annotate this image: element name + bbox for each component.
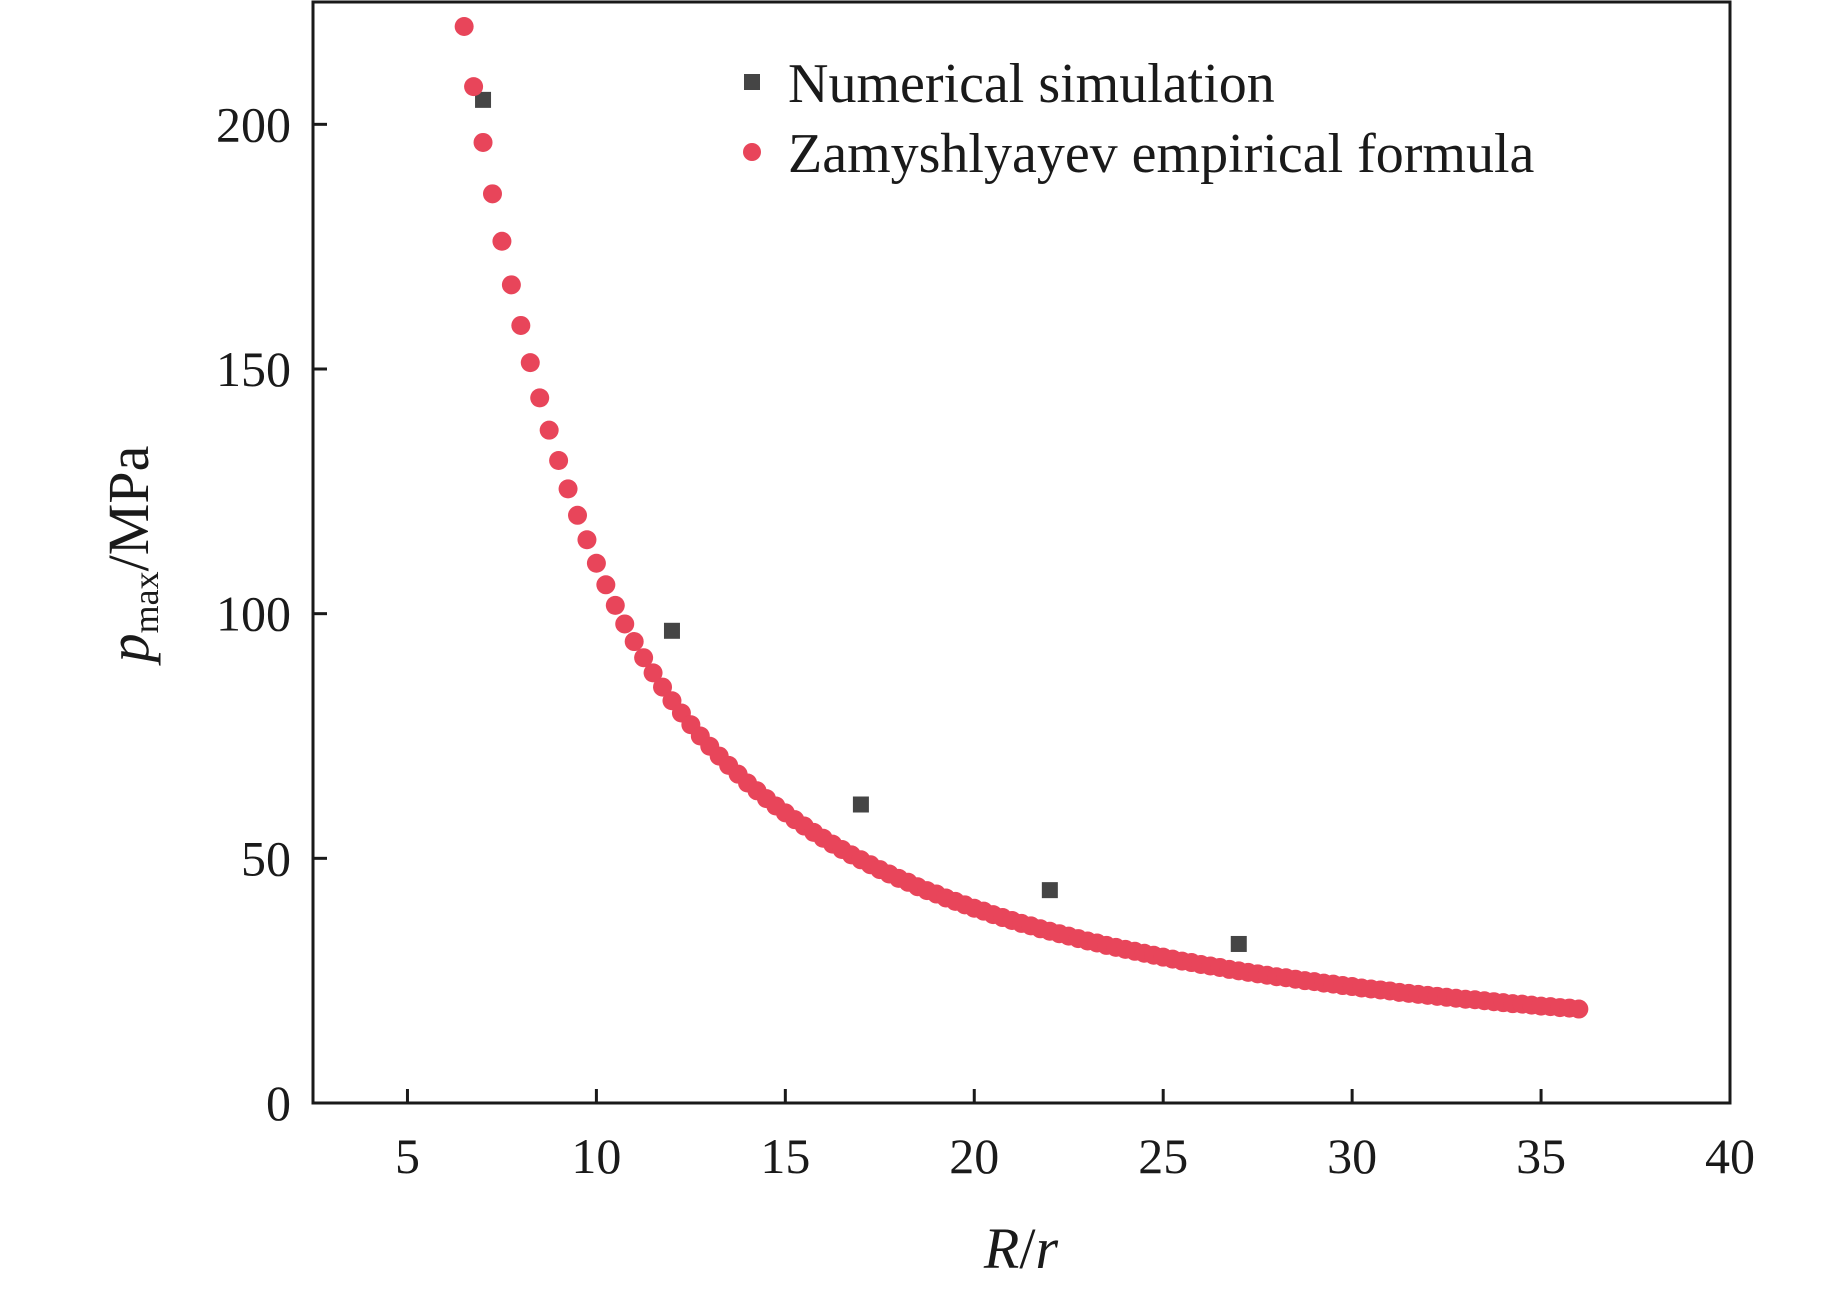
x-tick-label: 10	[571, 1128, 621, 1184]
legend-marker-numerical-simulation	[744, 74, 760, 90]
empirical-formula-point	[549, 451, 569, 471]
x-axis-ticks: 5 10 15 20 25 30 35 40	[395, 1089, 1755, 1184]
empirical-formula-point	[605, 595, 625, 615]
x-tick-label: 40	[1705, 1128, 1755, 1184]
empirical-formula-point	[520, 353, 540, 373]
empirical-formula-point	[482, 184, 502, 204]
numerical-simulation-point	[1230, 935, 1247, 952]
y-tick-label: 0	[266, 1075, 291, 1131]
empirical-formula-point	[615, 614, 635, 634]
legend-label-zamyshlyayev-empirical-formula: Zamyshlyayev empirical formula	[788, 123, 1535, 185]
x-tick-label: 35	[1516, 1128, 1566, 1184]
plot-frame	[311, 0, 1732, 1105]
x-axis-label: R/r	[983, 1216, 1059, 1281]
empirical-formula-point	[586, 553, 606, 573]
empirical-formula-point	[454, 16, 474, 36]
numerical-simulation-point	[663, 622, 680, 639]
empirical-formula-point	[643, 663, 663, 683]
empirical-formula-point	[501, 275, 521, 295]
empirical-formula-point	[530, 388, 550, 408]
empirical-formula-point	[511, 315, 531, 335]
y-tick-label: 200	[216, 96, 291, 152]
x-tick-label: 25	[1138, 1128, 1188, 1184]
x-tick-label: 20	[949, 1128, 999, 1184]
empirical-formula-point	[558, 479, 578, 499]
numerical-simulation-point	[475, 91, 492, 108]
empirical-formula-point	[568, 505, 588, 525]
empirical-formula-point	[634, 648, 654, 668]
empirical-formula-point	[653, 677, 673, 697]
y-axis-label: pmax/MPa	[96, 446, 166, 667]
x-tick-label: 30	[1327, 1128, 1377, 1184]
x-tick-label: 5	[395, 1128, 420, 1184]
empirical-formula-point	[464, 77, 484, 97]
legend-marker-zamyshlyayev-empirical-formula	[743, 143, 761, 161]
numerical-simulation-point	[1041, 882, 1058, 899]
legend-label-numerical-simulation: Numerical simulation	[788, 53, 1275, 115]
empirical-formula-point	[596, 575, 616, 595]
empirical-formula-point	[577, 530, 597, 550]
x-tick-label: 15	[760, 1128, 810, 1184]
series-layer	[454, 16, 1589, 1019]
numerical-simulation-point	[852, 796, 869, 813]
empirical-formula-point	[492, 231, 512, 251]
empirical-formula-point	[624, 632, 644, 652]
legend: Numerical simulation Zamyshlyayev empiri…	[743, 53, 1535, 185]
y-tick-label: 150	[216, 341, 291, 397]
empirical-formula-point	[539, 420, 559, 440]
y-axis-ticks: 0 50 100 150 200	[216, 96, 327, 1131]
empirical-formula-point	[1569, 999, 1589, 1019]
empirical-formula-point	[473, 132, 493, 152]
y-tick-label: 50	[241, 830, 291, 886]
y-tick-label: 100	[216, 586, 291, 642]
